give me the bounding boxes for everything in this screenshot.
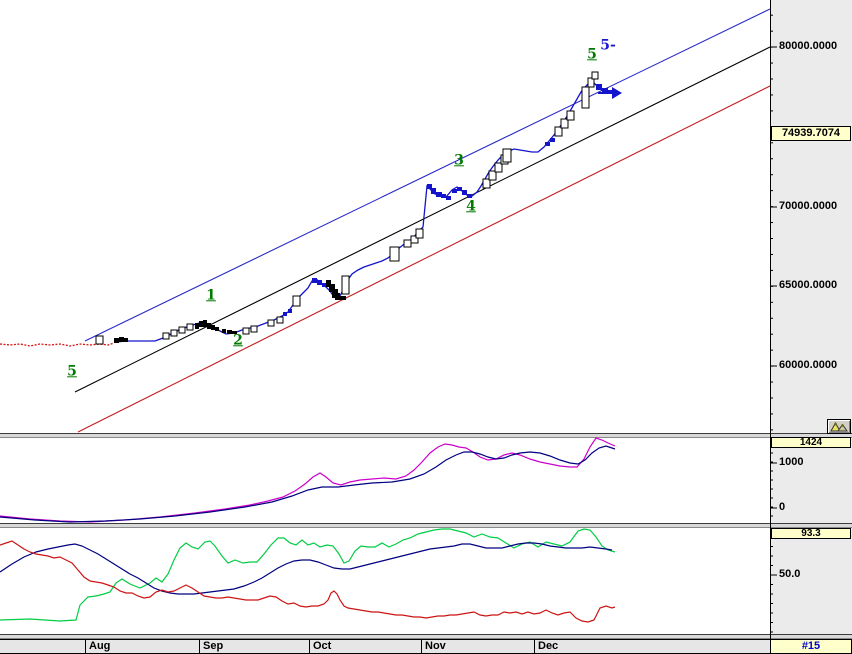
panel-divider-1 [0, 433, 852, 438]
axis-scale-button[interactable] [827, 419, 851, 434]
month-tick [421, 640, 422, 653]
month-tick [309, 640, 310, 653]
template-number-box: #15 [770, 639, 852, 654]
month-tick [534, 640, 535, 653]
oscillator-panel-area[interactable] [0, 438, 770, 523]
scale-triangles-icon [830, 421, 848, 432]
time-axis[interactable]: Aug Sep Oct Nov Dec [0, 639, 770, 654]
month-label: Dec [538, 640, 559, 652]
month-label: Oct [313, 640, 332, 652]
template-number: #15 [801, 640, 821, 652]
price-chart-area[interactable] [0, 0, 770, 433]
month-label: Nov [425, 640, 446, 652]
panel-divider-3 [0, 634, 852, 639]
month-tick [199, 640, 200, 653]
month-label: Sep [203, 640, 224, 652]
stochastic-panel-area[interactable] [0, 528, 770, 634]
panel-divider-2 [0, 523, 852, 528]
month-label: Aug [89, 640, 111, 652]
month-tick [85, 640, 86, 653]
y-axis-gutter[interactable] [770, 0, 852, 639]
